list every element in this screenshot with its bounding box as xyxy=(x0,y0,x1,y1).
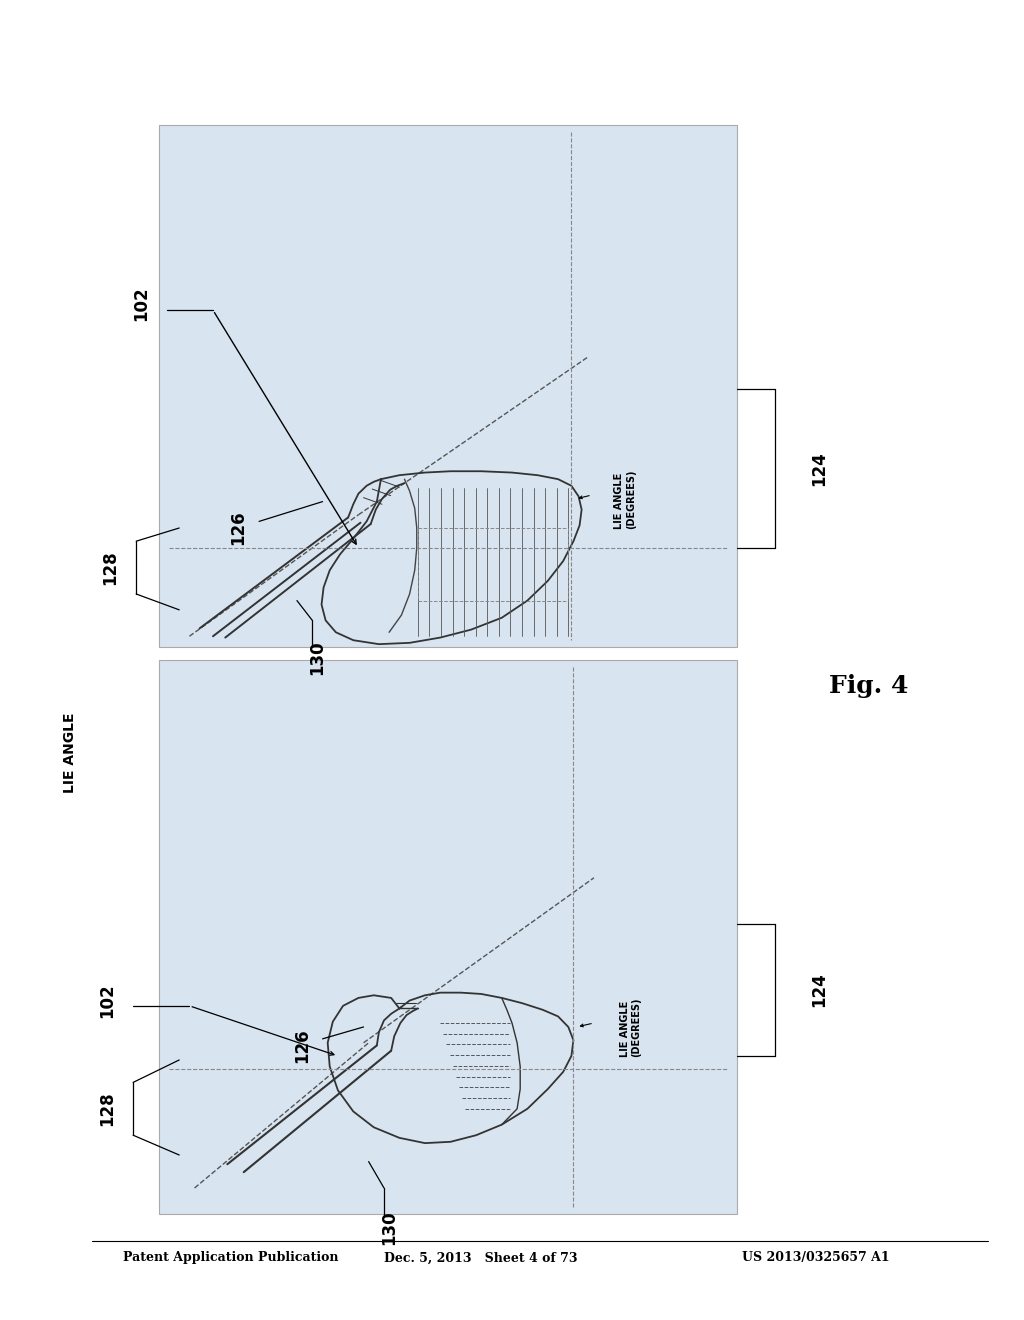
Text: 124: 124 xyxy=(810,973,828,1007)
Text: LIE ANGLE
(DEGREES): LIE ANGLE (DEGREES) xyxy=(614,469,636,529)
Text: LIE ANGLE
(DEGREES): LIE ANGLE (DEGREES) xyxy=(620,997,641,1057)
Bar xyxy=(159,660,737,1214)
Text: 102: 102 xyxy=(132,286,151,321)
Text: Fig. 4: Fig. 4 xyxy=(829,675,909,698)
Text: US 2013/0325657 A1: US 2013/0325657 A1 xyxy=(742,1251,890,1265)
Text: 126: 126 xyxy=(229,511,248,545)
Text: 102: 102 xyxy=(98,983,117,1018)
Text: 130: 130 xyxy=(308,640,327,675)
Text: Patent Application Publication: Patent Application Publication xyxy=(123,1251,338,1265)
Text: 128: 128 xyxy=(101,550,120,585)
Text: 128: 128 xyxy=(98,1092,117,1126)
Text: 124: 124 xyxy=(810,451,828,486)
Text: 130: 130 xyxy=(380,1210,398,1245)
Text: 126: 126 xyxy=(293,1028,311,1063)
Bar xyxy=(159,125,737,647)
Text: LIE ANGLE: LIE ANGLE xyxy=(62,713,77,792)
Text: Dec. 5, 2013   Sheet 4 of 73: Dec. 5, 2013 Sheet 4 of 73 xyxy=(384,1251,578,1265)
